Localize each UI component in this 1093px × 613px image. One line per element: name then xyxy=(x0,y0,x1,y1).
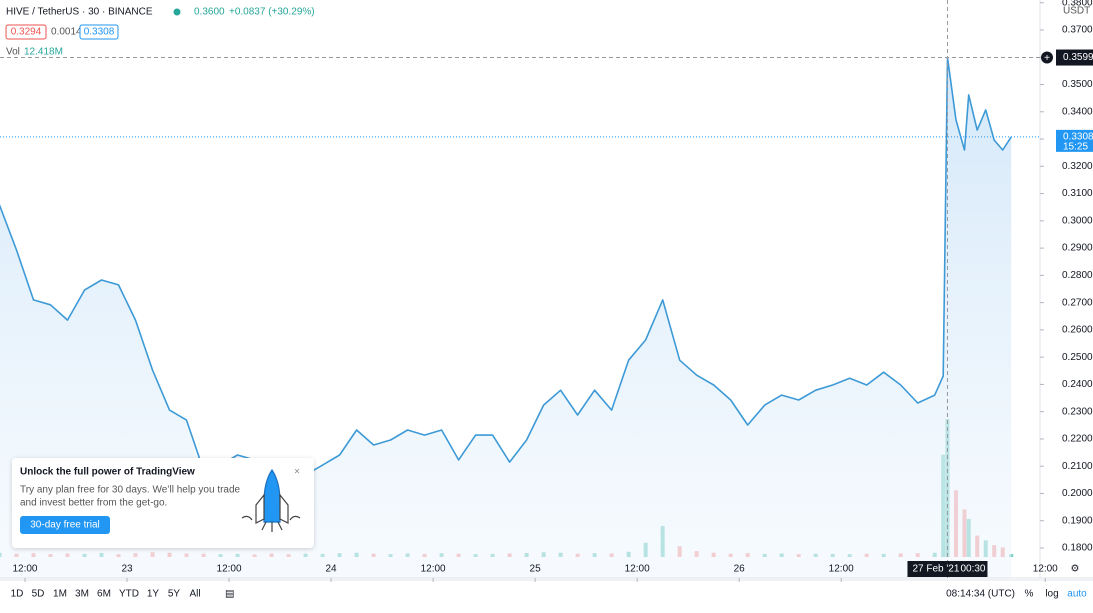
x-tick-label: 12:00 xyxy=(421,564,446,575)
bid-box[interactable] xyxy=(5,24,47,40)
change: +0.0837 (+30.29%) xyxy=(229,7,315,18)
range-button[interactable]: 1Y xyxy=(147,589,160,600)
x-tick-label: 23 xyxy=(121,564,133,575)
status-dot xyxy=(173,8,181,16)
spread: 0.0014 xyxy=(51,27,82,38)
last-price-tag xyxy=(1056,129,1093,152)
rocket-icon xyxy=(241,468,301,532)
countdown: 15:25 xyxy=(1063,142,1088,153)
vol-label: Vol xyxy=(6,47,20,58)
range-button[interactable]: 5D xyxy=(32,589,45,600)
x-tick-label: 25 xyxy=(530,564,542,575)
promo-popup: Unlock the full power of TradingView Try… xyxy=(12,458,314,548)
x-tick-label: 12:00 xyxy=(217,564,242,575)
volume-bar xyxy=(1009,554,1014,557)
x-tick-label: 12:00 xyxy=(829,564,854,575)
y-tick-label: 0.2100 xyxy=(1062,461,1093,472)
y-tick-label: 0.3100 xyxy=(1062,188,1093,199)
y-tick-label: 0.1800 xyxy=(1062,543,1093,554)
price-area xyxy=(0,57,1012,578)
x-tick-label: 24 xyxy=(326,564,338,575)
y-tick-label: 0.3400 xyxy=(1062,106,1093,117)
x-tick-label: 12:00 xyxy=(625,564,650,575)
y-tick-label: 0.2400 xyxy=(1062,379,1093,390)
range-button[interactable]: 6M xyxy=(97,589,111,600)
last-price-label: 0.3308 xyxy=(1063,132,1093,143)
popup-text: Try any plan free for 30 days. We’ll hel… xyxy=(20,485,241,496)
y-tick-label: 0.2700 xyxy=(1062,297,1093,308)
auto-toggle[interactable]: auto xyxy=(1067,589,1087,600)
y-tick-label: 0.3200 xyxy=(1062,161,1093,172)
crosshair-date-tag xyxy=(907,561,988,577)
symbol: HIVE / TetherUS · 30 · BINANCE xyxy=(6,7,153,18)
y-tick-label: 0.3000 xyxy=(1062,215,1093,226)
range-button[interactable]: 1M xyxy=(53,589,67,600)
settings-icon[interactable]: ⚙ xyxy=(1071,564,1080,575)
x-tick-label: 12:00 xyxy=(1033,564,1058,575)
percent-toggle[interactable]: % xyxy=(1025,589,1034,600)
popup-title: Unlock the full power of TradingView xyxy=(20,467,195,478)
y-tick-label: 0.2300 xyxy=(1062,406,1093,417)
crosshair-add-plus: + xyxy=(1044,53,1050,64)
trial-button-label[interactable]: 30-day free trial xyxy=(30,520,99,531)
y-tick-label: 0.2000 xyxy=(1062,488,1093,499)
x-tick-label: 12:00 xyxy=(12,564,37,575)
y-tick-label: 0.3500 xyxy=(1062,79,1093,90)
y-tick-label: 0.2600 xyxy=(1062,325,1093,336)
range-button[interactable]: 5Y xyxy=(168,589,181,600)
crosshair-date: 27 Feb '21 xyxy=(912,564,959,575)
crosshair-price-label: 0.3599 xyxy=(1063,52,1093,63)
trial-button[interactable] xyxy=(20,516,110,534)
y-tick-label: 0.2200 xyxy=(1062,434,1093,445)
price-line xyxy=(0,56,1012,476)
ask-box[interactable] xyxy=(79,24,119,40)
ask[interactable]: 0.3308 xyxy=(84,27,115,38)
y-tick-label: 0.1900 xyxy=(1062,515,1093,526)
log-toggle[interactable]: log xyxy=(1045,589,1058,600)
crosshair-add-icon[interactable] xyxy=(1041,51,1053,64)
range-button[interactable]: 1D xyxy=(11,589,24,600)
vol-value: 12.418M xyxy=(24,47,63,58)
crosshair-time: 00:30 xyxy=(960,564,985,575)
popup-text: and invest better from the get-go. xyxy=(20,498,167,509)
y-tick-label: 0.3700 xyxy=(1062,25,1093,36)
range-button[interactable]: YTD xyxy=(119,589,139,600)
price: 0.3600 xyxy=(194,7,225,18)
y-tick-label: 0.2500 xyxy=(1062,352,1093,363)
range-button[interactable]: All xyxy=(189,589,200,600)
date-range-icon[interactable]: ▤ xyxy=(225,589,234,600)
y-tick-label: 0.2800 xyxy=(1062,270,1093,281)
range-button[interactable]: 3M xyxy=(75,589,89,600)
bid[interactable]: 0.3294 xyxy=(11,27,42,38)
y-tick-label: 0.2900 xyxy=(1062,243,1093,254)
currency: USDT xyxy=(1063,6,1090,17)
crosshair-price-tag xyxy=(1056,49,1093,66)
y-tick-label: 0.3800 xyxy=(1062,0,1093,8)
close-icon[interactable]: × xyxy=(294,467,300,478)
clock: 08:14:34 (UTC) xyxy=(946,589,1015,600)
x-tick-label: 26 xyxy=(734,564,746,575)
